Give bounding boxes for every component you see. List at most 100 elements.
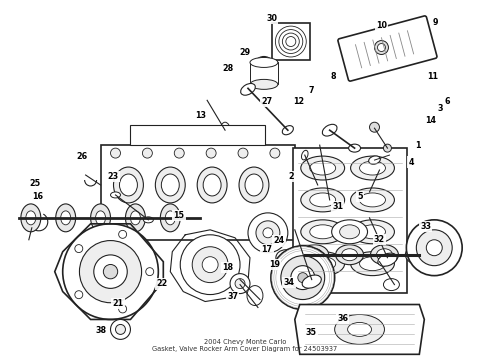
Ellipse shape (252, 57, 276, 84)
Text: 21: 21 (113, 299, 123, 308)
Text: 30: 30 (267, 14, 277, 23)
Ellipse shape (378, 253, 397, 266)
Text: 2: 2 (289, 172, 294, 181)
Ellipse shape (235, 279, 245, 289)
Ellipse shape (245, 174, 263, 196)
Ellipse shape (96, 211, 105, 225)
Text: 9: 9 (433, 18, 438, 27)
Text: 27: 27 (261, 96, 272, 105)
Ellipse shape (412, 249, 427, 261)
Ellipse shape (374, 41, 389, 54)
Text: 10: 10 (376, 21, 387, 30)
Ellipse shape (276, 250, 296, 266)
Ellipse shape (298, 273, 308, 283)
Text: 34: 34 (283, 278, 294, 287)
Ellipse shape (416, 230, 452, 266)
Ellipse shape (250, 58, 278, 67)
Ellipse shape (301, 245, 329, 265)
Ellipse shape (301, 220, 344, 244)
Ellipse shape (291, 266, 315, 289)
Text: 31: 31 (332, 202, 343, 211)
Ellipse shape (130, 211, 141, 225)
Ellipse shape (125, 204, 146, 232)
Text: 5: 5 (357, 192, 363, 201)
Ellipse shape (247, 285, 263, 306)
Ellipse shape (146, 268, 154, 276)
Ellipse shape (238, 148, 248, 158)
Ellipse shape (360, 257, 386, 271)
Text: 17: 17 (262, 246, 272, 255)
Ellipse shape (230, 274, 250, 293)
Ellipse shape (94, 255, 127, 288)
Text: 32: 32 (374, 235, 385, 244)
Text: 16: 16 (32, 192, 43, 201)
Ellipse shape (119, 305, 126, 313)
Ellipse shape (376, 249, 392, 261)
Text: 23: 23 (108, 172, 119, 181)
Text: 7: 7 (308, 86, 314, 95)
Text: 13: 13 (196, 111, 207, 120)
Ellipse shape (281, 256, 325, 300)
Polygon shape (295, 305, 424, 354)
Ellipse shape (322, 124, 337, 136)
Ellipse shape (248, 213, 288, 253)
FancyBboxPatch shape (338, 16, 437, 81)
Text: 19: 19 (269, 260, 280, 269)
Text: 38: 38 (96, 326, 106, 335)
Ellipse shape (301, 150, 308, 160)
Ellipse shape (301, 188, 344, 212)
Ellipse shape (144, 217, 153, 223)
Text: 18: 18 (222, 264, 233, 273)
Ellipse shape (75, 244, 83, 253)
Ellipse shape (79, 240, 142, 303)
Ellipse shape (310, 193, 336, 207)
Ellipse shape (368, 156, 380, 164)
Ellipse shape (241, 84, 255, 95)
Text: 25: 25 (29, 179, 41, 188)
Ellipse shape (192, 247, 228, 283)
Text: 24: 24 (273, 237, 285, 246)
Ellipse shape (63, 224, 158, 319)
Text: 26: 26 (76, 152, 87, 161)
Ellipse shape (360, 225, 386, 239)
Ellipse shape (103, 265, 118, 279)
Ellipse shape (350, 252, 394, 276)
Ellipse shape (91, 204, 111, 232)
Text: 35: 35 (305, 328, 317, 337)
Ellipse shape (370, 245, 398, 265)
Ellipse shape (161, 174, 179, 196)
Ellipse shape (350, 220, 394, 244)
Text: 22: 22 (156, 279, 168, 288)
Polygon shape (100, 145, 295, 240)
Ellipse shape (155, 167, 185, 203)
Ellipse shape (174, 148, 184, 158)
Ellipse shape (307, 249, 323, 261)
Text: 36: 36 (337, 314, 348, 323)
Ellipse shape (75, 291, 83, 299)
Ellipse shape (270, 148, 280, 158)
Polygon shape (130, 125, 265, 145)
Ellipse shape (335, 315, 385, 345)
Ellipse shape (369, 122, 379, 132)
Ellipse shape (165, 211, 175, 225)
Text: 37: 37 (227, 292, 238, 301)
Text: 12: 12 (293, 96, 304, 105)
Ellipse shape (271, 246, 335, 310)
Ellipse shape (350, 156, 394, 180)
Ellipse shape (203, 174, 221, 196)
Ellipse shape (336, 245, 364, 265)
Ellipse shape (377, 44, 386, 51)
Text: 33: 33 (420, 222, 431, 231)
Ellipse shape (347, 323, 371, 336)
Ellipse shape (360, 193, 386, 207)
Ellipse shape (310, 161, 336, 175)
Ellipse shape (160, 204, 180, 232)
Ellipse shape (302, 275, 321, 288)
Text: 1: 1 (416, 141, 421, 150)
Ellipse shape (263, 228, 273, 238)
Text: 6: 6 (445, 96, 450, 105)
Ellipse shape (120, 174, 137, 196)
Bar (272, 23, 310, 60)
Polygon shape (250, 62, 278, 84)
Text: 8: 8 (330, 72, 336, 81)
